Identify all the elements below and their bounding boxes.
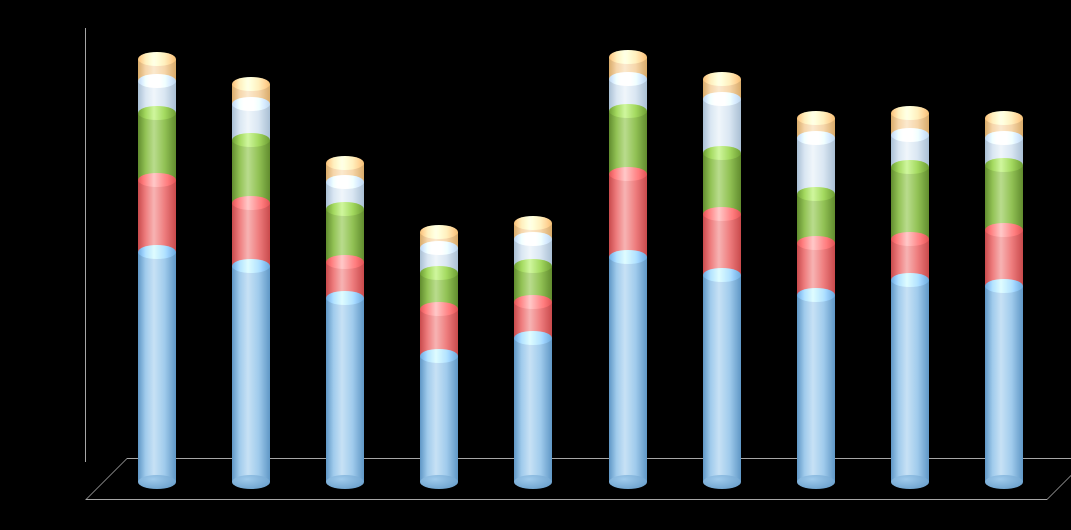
bar-segment-s2: [797, 243, 835, 295]
bar: [797, 118, 835, 482]
bar-segment-s1: [891, 280, 929, 482]
y-axis-line: [85, 28, 86, 462]
bar-segment-s2: [232, 203, 270, 266]
bar-base-cap: [703, 475, 741, 489]
bar-segment-s3: [326, 209, 364, 261]
bar-base-cap: [609, 475, 647, 489]
bar-segment-s3: [609, 111, 647, 174]
bar-segment-s1: [985, 286, 1023, 482]
bar: [609, 57, 647, 482]
bar-segment-s2: [703, 214, 741, 275]
bar-base-cap: [326, 475, 364, 489]
bar-segment-s1: [138, 252, 176, 482]
bar-segment-s3: [138, 113, 176, 180]
bar-base-cap: [891, 475, 929, 489]
bar-segment-s4: [703, 99, 741, 153]
stacked-cylinder-chart: [0, 0, 1071, 530]
bar: [232, 84, 270, 482]
bar-segment-s3: [703, 153, 741, 214]
bar-segment-s1: [420, 356, 458, 482]
bar: [891, 113, 929, 482]
bar-base-cap: [138, 475, 176, 489]
bars-container: [110, 28, 1051, 482]
bar-segment-s2: [138, 180, 176, 252]
bar-segment-s3: [985, 165, 1023, 230]
bar-segment-s1: [232, 266, 270, 482]
bar-base-cap: [797, 475, 835, 489]
bar-segment-s3: [891, 167, 929, 239]
bar-segment-s1: [797, 295, 835, 482]
bar-segment-s1: [326, 298, 364, 483]
bar-segment-s3: [232, 140, 270, 203]
bar-segment-s2: [609, 174, 647, 257]
bar-segment-s1: [514, 338, 552, 482]
bar: [985, 118, 1023, 482]
bar-segment-s1: [609, 257, 647, 482]
bar: [703, 79, 741, 482]
bar-segment-s1: [703, 275, 741, 482]
bar: [514, 223, 552, 482]
bar-base-cap: [985, 475, 1023, 489]
bar: [326, 163, 364, 482]
bar-segment-s2: [985, 230, 1023, 286]
bar: [138, 59, 176, 482]
bar-segment-s4: [797, 138, 835, 194]
bar-base-cap: [232, 475, 270, 489]
bar: [420, 232, 458, 482]
